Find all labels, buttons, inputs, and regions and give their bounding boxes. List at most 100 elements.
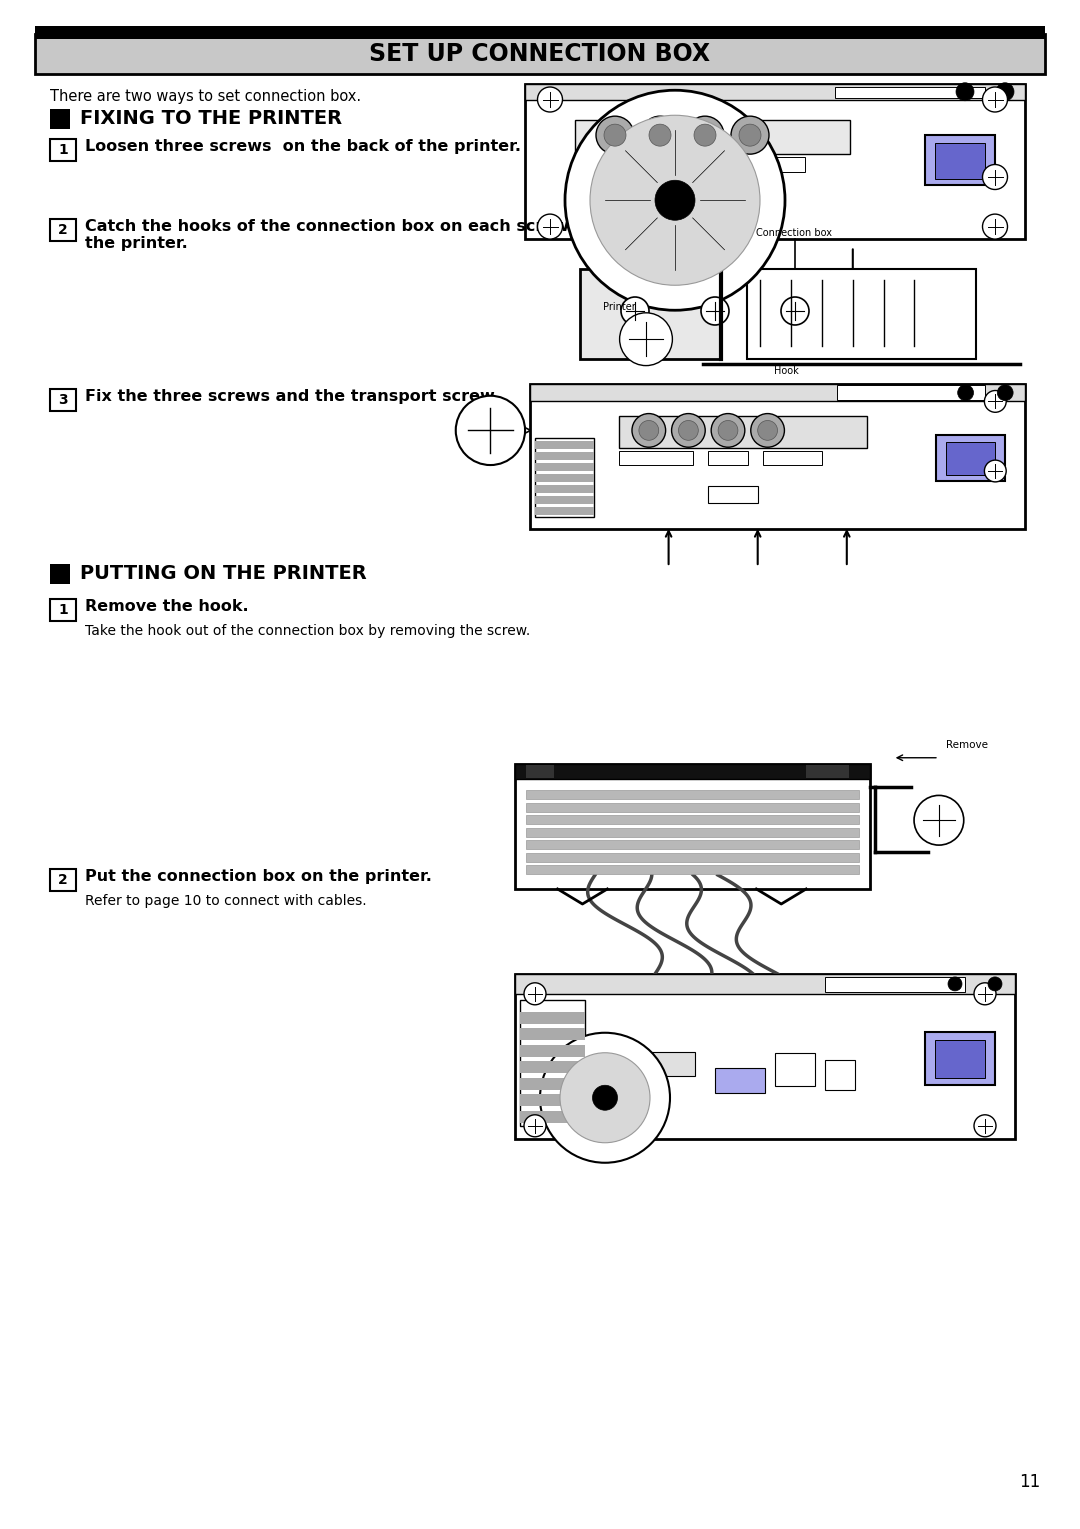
Bar [519,1012,585,1023]
Bar [50,868,76,891]
Bar [715,1069,765,1093]
Circle shape [632,413,665,446]
Circle shape [524,983,546,1005]
Text: Connection box: Connection box [756,228,832,237]
Circle shape [758,420,778,440]
Circle shape [781,297,809,326]
Bar [747,269,976,359]
Text: Screw: Screw [633,384,662,394]
Circle shape [678,420,699,440]
Circle shape [914,795,963,846]
Bar [775,1053,815,1086]
Circle shape [974,1115,996,1136]
Bar [762,451,822,465]
Circle shape [711,413,745,446]
Bar [519,1061,585,1073]
Circle shape [642,116,679,154]
Bar [526,827,860,836]
Bar [519,1000,585,1125]
Circle shape [639,420,659,440]
Bar [526,841,860,849]
Bar [35,26,1045,40]
Circle shape [984,390,1007,413]
Circle shape [983,165,1008,190]
Circle shape [649,124,671,147]
Circle shape [731,116,769,154]
Circle shape [604,124,626,147]
Bar [575,119,850,154]
Bar [519,1044,585,1057]
Text: Fix the three screws and the transport screw.: Fix the three screws and the transport s… [85,388,500,404]
Bar [708,451,747,465]
Bar [50,388,76,411]
Circle shape [456,396,525,465]
Bar [535,453,594,460]
Circle shape [948,977,962,991]
Bar [530,384,1025,402]
Bar [619,416,866,448]
Circle shape [538,87,563,112]
Bar [526,865,860,875]
Bar [535,506,594,514]
Bar [526,790,860,800]
Circle shape [988,977,1002,991]
Text: 3: 3 [58,393,68,407]
Text: FIXING TO THE PRINTER: FIXING TO THE PRINTER [80,109,342,128]
Bar [740,157,805,173]
Bar [535,474,594,482]
Circle shape [620,313,673,365]
Circle shape [672,413,705,446]
Circle shape [561,1053,650,1142]
Bar [515,764,870,778]
Text: PUTTING ON THE PRINTER: PUTTING ON THE PRINTER [80,564,367,583]
Bar [50,139,76,161]
Text: 2: 2 [58,223,68,237]
Circle shape [983,214,1008,239]
Circle shape [956,83,974,101]
Circle shape [524,1115,546,1136]
Bar [675,157,720,173]
Bar [515,974,1015,1139]
Circle shape [538,214,563,239]
Circle shape [590,115,760,286]
Bar [519,1029,585,1040]
Circle shape [984,460,1007,482]
Text: Hook: Hook [773,367,798,376]
Bar [535,442,594,450]
Bar [526,853,860,861]
Bar [525,84,1025,99]
Bar [526,803,860,812]
Circle shape [701,297,729,326]
Bar [619,451,693,465]
Bar [924,135,995,185]
Bar [935,1040,985,1078]
Bar [526,764,554,778]
Bar [535,485,594,492]
Bar [936,434,1005,482]
Text: Take the hook out of the connection box by removing the screw.: Take the hook out of the connection box … [85,624,530,638]
Circle shape [983,87,1008,112]
Circle shape [654,180,696,220]
Bar [946,442,996,476]
Circle shape [751,413,784,446]
Bar [526,815,860,824]
Bar [515,974,1015,994]
Bar [924,1032,995,1084]
Text: Refer to page 10 to connect with cables.: Refer to page 10 to connect with cables. [85,894,366,908]
Circle shape [593,1086,618,1110]
Circle shape [739,124,761,147]
Bar [35,34,1045,73]
Circle shape [686,116,724,154]
Bar [50,564,70,584]
Text: Put the connection box on the printer.: Put the connection box on the printer. [85,868,432,884]
Bar [708,486,758,503]
Text: Loosen three screws  on the back of the printer.: Loosen three screws on the back of the p… [85,139,521,154]
Bar [535,463,594,471]
Circle shape [565,90,785,310]
Bar [806,764,849,778]
Bar [50,109,70,128]
Text: There are two ways to set connection box.: There are two ways to set connection box… [50,89,361,104]
Text: 2: 2 [58,873,68,887]
Circle shape [958,385,973,401]
Bar [50,599,76,621]
